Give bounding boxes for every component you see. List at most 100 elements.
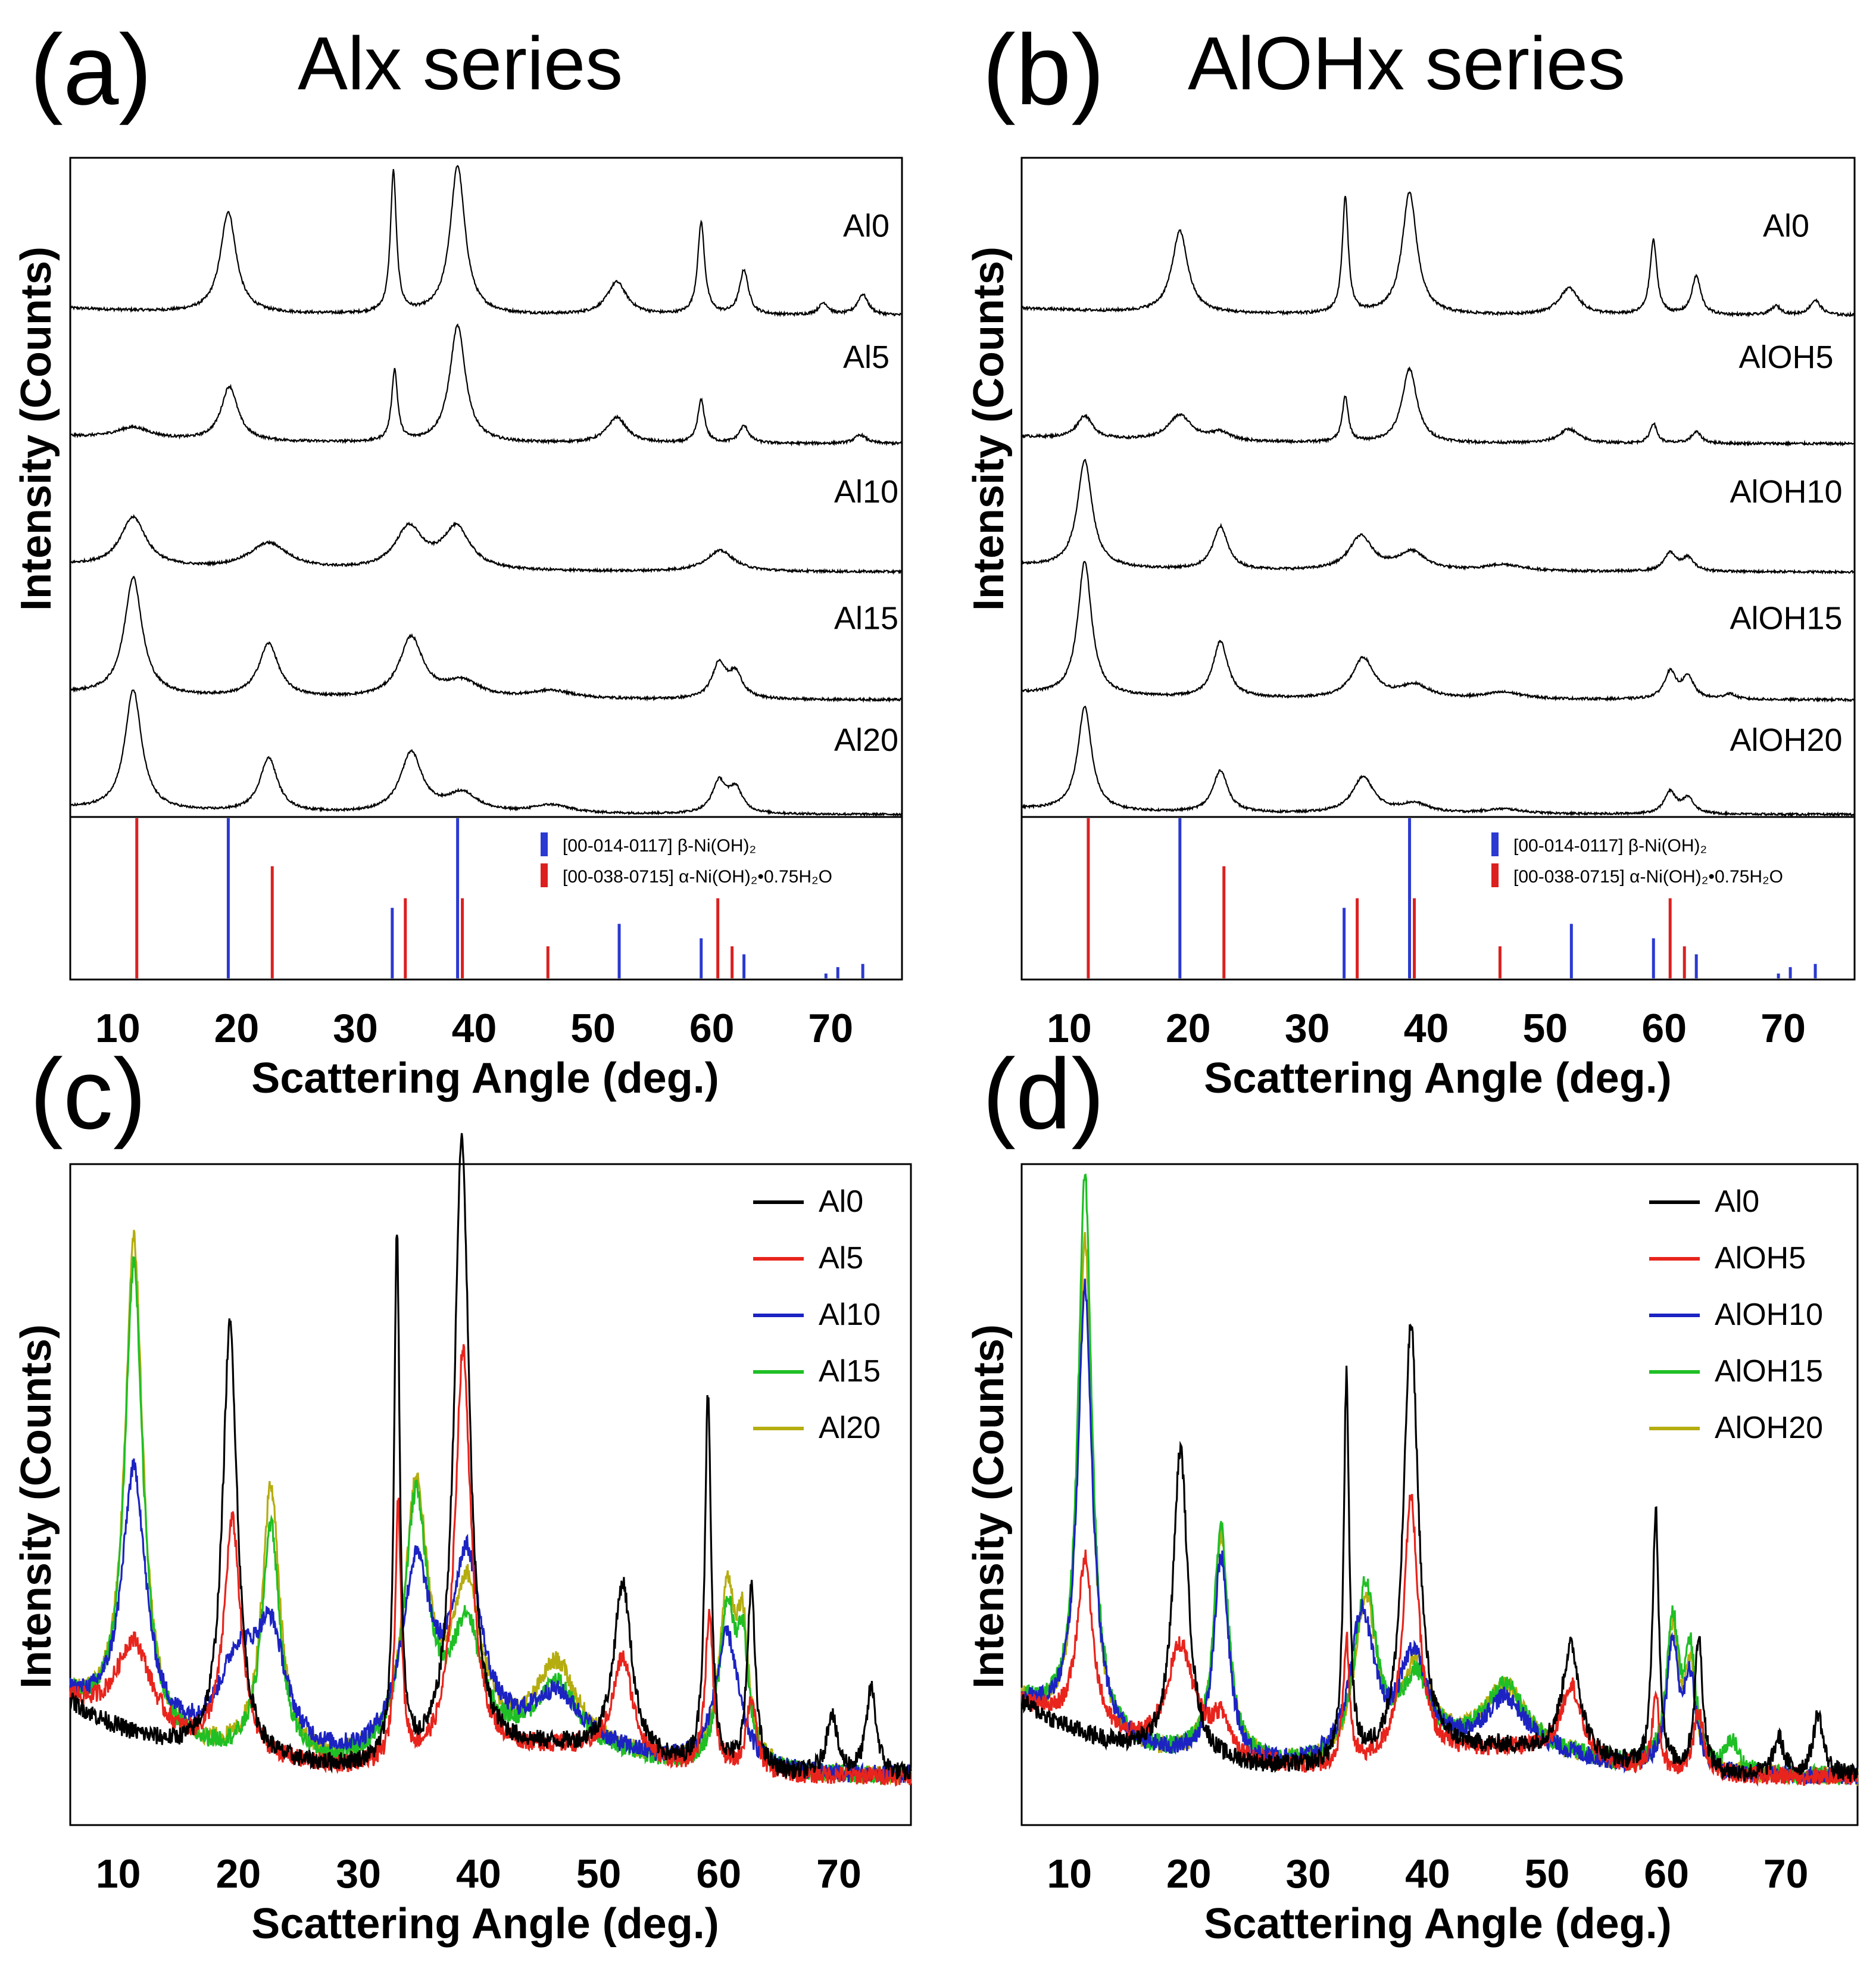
panel-b-letter: (b) (982, 14, 1104, 126)
legend-label-al10: Al10 (819, 1297, 881, 1332)
ref-alpha-swatch (1491, 863, 1499, 887)
panel-d-traces (1020, 1173, 1859, 1787)
trace-label-aloh20: AlOH20 (1730, 722, 1842, 758)
panel-c-legend: Al0 Al5 Al10 Al15 Al20 (753, 1184, 881, 1445)
trace-al15 (69, 575, 903, 703)
trace-label-aloh10: AlOH10 (1730, 474, 1842, 510)
panel-a-axes: 10 20 30 40 50 60 70 (69, 157, 903, 1051)
trace-al0 (1020, 191, 1855, 318)
trace-label-aloh15: AlOH15 (1730, 600, 1842, 636)
legend-label-al0: Al0 (1715, 1184, 1759, 1219)
panel-b-ref-legend: [00-014-0117] β-Ni(OH)₂ [00-038-0715] α-… (1491, 832, 1783, 887)
panel-d-letter: (d) (982, 1038, 1104, 1150)
panel-a-frame (69, 157, 903, 981)
panel-a-traces: Al0 Al5 Al10 Al15 Al20 (69, 164, 903, 818)
x-tick-label: 40 (452, 1006, 497, 1051)
trace-label-al0: Al0 (843, 208, 889, 244)
x-tick-label: 60 (1644, 1851, 1689, 1897)
panel-b-xlabel: Scattering Angle (deg.) (1204, 1055, 1671, 1102)
legend-label-al20: Al20 (819, 1411, 881, 1445)
x-tick-label: 60 (696, 1851, 741, 1897)
x-tick-label: 60 (1641, 1006, 1687, 1051)
panel-b-frame (1020, 157, 1856, 981)
panel-c-ylabel: Intensity (Counts) (13, 1324, 60, 1689)
trace-al0 (70, 164, 902, 317)
panel-a-letter: (a) (30, 14, 152, 126)
panel-a-ylabel: Intensity (Counts) (13, 247, 60, 611)
x-tick-label: 10 (95, 1006, 141, 1051)
x-tick-label: 40 (1405, 1851, 1450, 1897)
trace-aloh15 (1020, 560, 1856, 703)
x-tick-label: 70 (1760, 1006, 1806, 1051)
trace-aloh5 (1020, 366, 1855, 447)
ref-beta-swatch (541, 832, 548, 856)
panel-a-xlabel: Scattering Angle (deg.) (251, 1055, 719, 1102)
legend-label-aloh10: AlOH10 (1715, 1297, 1823, 1332)
legend-label-aloh15: AlOH15 (1715, 1354, 1823, 1389)
legend-label-al15: Al15 (819, 1354, 881, 1389)
legend-label-al0: Al0 (819, 1184, 863, 1219)
panel-c-axes: 10 20 30 40 50 60 70 (69, 1163, 912, 1897)
x-tick-label: 20 (216, 1851, 261, 1897)
panel-d-frame (1020, 1163, 1859, 1826)
trace-label-al15: Al15 (834, 600, 898, 636)
ref-alpha-label: [00-038-0715] α-Ni(OH)₂•0.75H₂O (1513, 867, 1783, 887)
x-tick-label: 20 (1166, 1006, 1211, 1051)
x-tick-label: 10 (1047, 1851, 1092, 1897)
x-tick-label: 30 (1286, 1851, 1331, 1897)
ref-alpha-label: [00-038-0715] α-Ni(OH)₂•0.75H₂O (563, 867, 832, 887)
trace-al0 (69, 1133, 912, 1780)
panel-c-letter: (c) (30, 1038, 146, 1150)
ref-beta-label: [00-014-0117] β-Ni(OH)₂ (563, 836, 756, 856)
ref-beta-label: [00-014-0117] β-Ni(OH)₂ (1513, 836, 1707, 856)
ref-alpha-swatch (541, 863, 548, 887)
panel-b-ylabel: Intensity (Counts) (965, 247, 1013, 611)
x-tick-label: 40 (1404, 1006, 1449, 1051)
panel-d-xlabel: Scattering Angle (deg.) (1204, 1900, 1671, 1948)
x-tick-label: 60 (689, 1006, 735, 1051)
trace-label-al10: Al10 (834, 474, 898, 510)
x-tick-label: 30 (333, 1006, 378, 1051)
x-tick-label: 70 (816, 1851, 861, 1897)
panel-c-traces (69, 1133, 912, 1787)
x-tick-label: 20 (214, 1006, 260, 1051)
ref-beta-swatch (1491, 832, 1499, 856)
trace-label-al20: Al20 (834, 722, 898, 758)
trace-aloh10 (1021, 458, 1855, 575)
panel-a-title: Alx series (298, 21, 623, 105)
x-tick-label: 70 (808, 1006, 853, 1051)
panel-b-axes: 10 20 30 40 50 60 70 (1020, 157, 1856, 1051)
panel-b-traces: Al0 AlOH5 AlOH10 AlOH15 AlOH20 (1020, 191, 1856, 818)
x-tick-label: 40 (456, 1851, 501, 1897)
x-tick-label: 50 (1525, 1851, 1570, 1897)
legend-label-aloh20: AlOH20 (1715, 1411, 1823, 1445)
trace-label-al5: Al5 (843, 339, 889, 375)
trace-al10 (70, 514, 903, 575)
x-tick-label: 50 (576, 1851, 622, 1897)
panel-a-reference-sticks (135, 818, 864, 978)
x-tick-label: 10 (96, 1851, 141, 1897)
panel-c-frame (69, 1163, 912, 1826)
legend-label-aloh5: AlOH5 (1715, 1241, 1806, 1275)
trace-label-aloh5: AlOH5 (1738, 339, 1833, 375)
x-tick-label: 30 (336, 1851, 381, 1897)
x-tick-label: 50 (570, 1006, 616, 1051)
trace-label-al0: Al0 (1763, 208, 1809, 244)
panel-b-reference-sticks (1087, 818, 1817, 978)
x-tick-label: 10 (1047, 1006, 1092, 1051)
panel-a-ref-legend: [00-014-0117] β-Ni(OH)₂ [00-038-0715] α-… (541, 832, 832, 887)
x-tick-label: 50 (1523, 1006, 1568, 1051)
panel-b-title: AlOHx series (1188, 21, 1625, 105)
panel-d-axes: 10 20 30 40 50 60 70 (1020, 1163, 1859, 1897)
x-tick-label: 20 (1166, 1851, 1212, 1897)
x-tick-label: 30 (1285, 1006, 1330, 1051)
trace-al20 (70, 690, 903, 818)
legend-label-al5: Al5 (819, 1241, 863, 1275)
panel-c-xlabel: Scattering Angle (deg.) (251, 1900, 719, 1948)
trace-al0 (1020, 1323, 1859, 1782)
panel-d-legend: Al0 AlOH5 AlOH10 AlOH15 AlOH20 (1649, 1184, 1823, 1445)
trace-aloh20 (1021, 705, 1856, 818)
x-tick-label: 70 (1763, 1851, 1809, 1897)
trace-al5 (70, 323, 903, 447)
